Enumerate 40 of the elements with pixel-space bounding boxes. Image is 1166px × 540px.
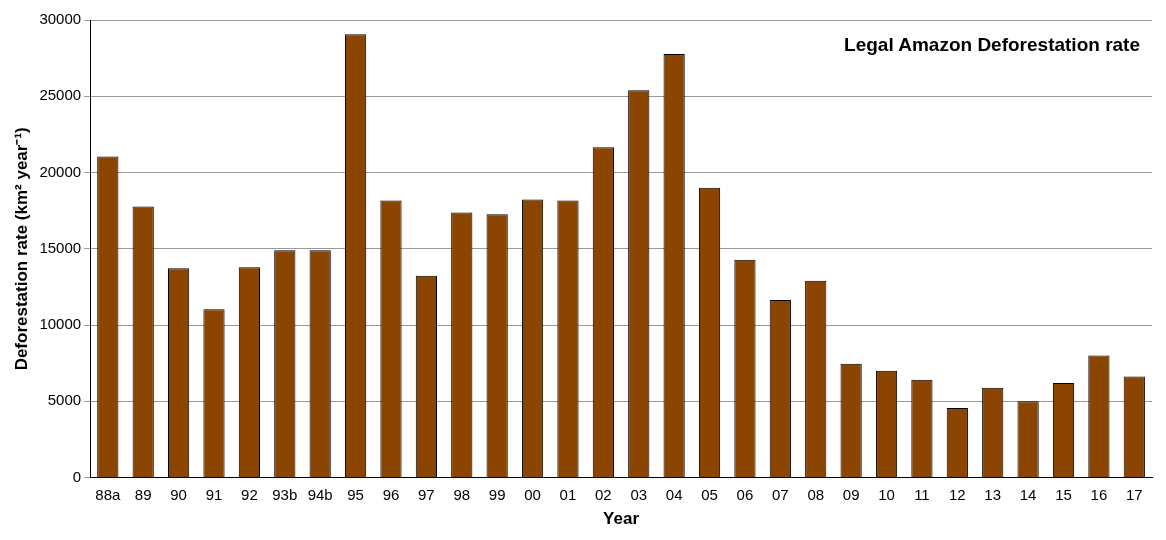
x-tick-label: 91: [205, 485, 223, 503]
x-tick-label: 06: [736, 485, 754, 503]
x-tick-label: 07: [772, 485, 789, 503]
y-axis-title: Deforestation rate (km² year⁻¹): [11, 127, 31, 371]
x-tick-label: 96: [382, 485, 400, 503]
x-tick-label: 14: [1019, 485, 1037, 503]
x-tick-label: 12: [948, 485, 966, 503]
x-tick-label: 88a: [95, 485, 121, 503]
x-tick-label: 05: [701, 485, 718, 503]
x-tick-label: 98: [453, 485, 471, 503]
x-tick-label: 15: [1055, 485, 1072, 503]
x-tick-label: 97: [418, 485, 435, 503]
x-tick-label: 13: [984, 485, 1002, 503]
x-tick-label: 89: [134, 485, 152, 503]
x-tick-label: 03: [630, 485, 648, 503]
x-axis-title: Year: [603, 509, 640, 529]
x-tick-label: 10: [878, 485, 895, 503]
x-tick-label: 17: [1125, 485, 1143, 503]
x-tick-label: 16: [1090, 485, 1108, 503]
y-tick-label: 5000: [47, 391, 82, 409]
x-tick-label: 08: [807, 485, 825, 503]
x-tick-label: 11: [914, 485, 930, 503]
x-tick-label: 02: [595, 485, 612, 503]
y-tick-label: 20000: [39, 162, 82, 180]
x-tick-label: 93b: [272, 485, 298, 503]
x-tick-label: 04: [665, 485, 683, 503]
x-tick-label: 00: [524, 485, 541, 503]
y-tick-label: 15000: [39, 238, 82, 256]
x-tick-label: 99: [488, 485, 506, 503]
x-tick-label: 94b: [307, 485, 333, 503]
x-tick-label: 92: [241, 485, 258, 503]
x-tick-label: 95: [347, 485, 364, 503]
text: Legal Amazon Deforestation rate: [844, 33, 1140, 55]
y-tick-label: 25000: [39, 86, 82, 104]
y-tick-label: 30000: [39, 10, 82, 28]
x-tick-label: 90: [170, 485, 187, 503]
x-tick-label: 01: [559, 485, 577, 503]
y-tick-label: 0: [72, 467, 82, 485]
y-tick-label: 10000: [39, 315, 82, 333]
x-tick-label: 09: [842, 485, 860, 503]
